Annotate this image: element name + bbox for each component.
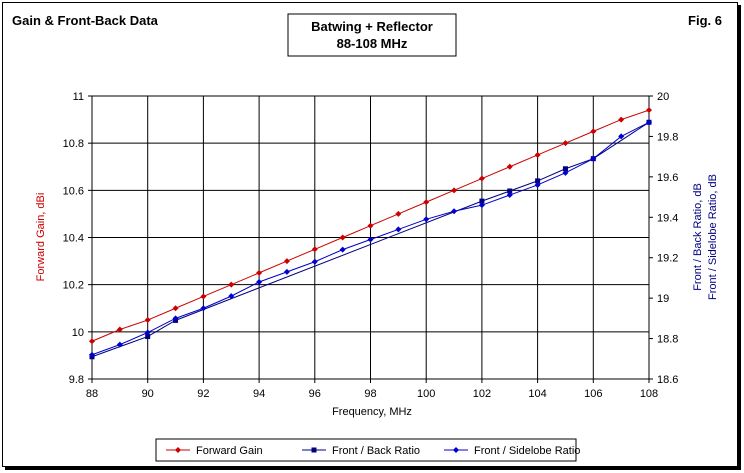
data-point-front-sidelobe-ratio bbox=[228, 293, 235, 300]
data-point-forward-gain bbox=[144, 317, 151, 324]
data-point-front-back-ratio bbox=[145, 334, 151, 340]
data-point-front-back-ratio bbox=[507, 188, 513, 194]
x-tick-label: 108 bbox=[640, 388, 658, 400]
data-point-front-sidelobe-ratio bbox=[144, 329, 151, 336]
y-right-tick-label: 20 bbox=[657, 91, 669, 103]
x-tick-label: 88 bbox=[86, 388, 98, 400]
chart-title-line-1: Batwing + Reflector bbox=[311, 19, 433, 34]
legend-label-forward-gain: Forward Gain bbox=[196, 445, 263, 457]
y-left-tick-label: 10.8 bbox=[63, 138, 84, 150]
x-tick-label: 98 bbox=[364, 388, 376, 400]
data-point-forward-gain bbox=[172, 305, 179, 312]
y-axis-left-label: Forward Gain, dBi bbox=[35, 193, 47, 282]
y-left-tick-label: 11 bbox=[73, 91, 84, 103]
data-point-front-sidelobe-ratio bbox=[339, 246, 346, 253]
data-point-front-sidelobe-ratio bbox=[116, 341, 123, 348]
data-point-front-sidelobe-ratio bbox=[590, 155, 597, 162]
data-point-front-sidelobe-ratio bbox=[256, 278, 263, 285]
x-tick-label: 96 bbox=[309, 388, 321, 400]
title-box bbox=[287, 13, 457, 57]
y-right-tick-label: 19.6 bbox=[657, 172, 678, 184]
data-point-forward-gain bbox=[339, 234, 346, 241]
y-right-tick-label: 19.2 bbox=[657, 253, 678, 265]
y-left-tick-label: 10.2 bbox=[63, 280, 84, 292]
data-point-forward-gain bbox=[478, 175, 485, 182]
x-tick-label: 92 bbox=[197, 388, 209, 400]
y-right-tick-label: 18.6 bbox=[657, 374, 678, 386]
y-left-tick-label: 10.6 bbox=[63, 185, 84, 197]
data-point-front-back-ratio bbox=[535, 178, 541, 184]
y-right-tick-label: 19 bbox=[657, 293, 669, 305]
data-point-forward-gain bbox=[562, 140, 569, 147]
y-left-tick-label: 10 bbox=[72, 327, 84, 339]
data-point-forward-gain bbox=[311, 246, 318, 253]
y-left-tick-label: 10.4 bbox=[63, 233, 84, 245]
y-right-tick-label: 18.8 bbox=[657, 334, 678, 346]
legend bbox=[155, 438, 577, 462]
legend-marker-forward-gain bbox=[175, 447, 181, 453]
y-left-tick-label: 9.8 bbox=[69, 374, 84, 386]
data-point-front-sidelobe-ratio bbox=[423, 216, 430, 223]
data-point-front-sidelobe-ratio bbox=[506, 192, 513, 199]
data-point-front-sidelobe-ratio bbox=[200, 305, 207, 312]
x-tick-label: 104 bbox=[528, 388, 546, 400]
data-point-forward-gain bbox=[367, 222, 374, 229]
header-right: Fig. 6 bbox=[688, 13, 722, 28]
data-point-forward-gain bbox=[256, 269, 263, 276]
y-right-tick-label: 19.4 bbox=[657, 212, 678, 224]
y-axis-right-label-1: Front / Back Ratio, dB bbox=[692, 183, 704, 291]
legend-marker-front-sidelobe-ratio bbox=[453, 447, 459, 453]
data-point-forward-gain bbox=[423, 199, 430, 206]
data-point-front-sidelobe-ratio bbox=[646, 119, 652, 126]
y-right-tick-label: 19.8 bbox=[657, 131, 678, 143]
legend-label-front-back-ratio: Front / Back Ratio bbox=[332, 445, 420, 457]
data-point-front-sidelobe-ratio bbox=[534, 181, 541, 188]
x-tick-label: 106 bbox=[584, 388, 602, 400]
data-point-forward-gain bbox=[534, 151, 541, 158]
data-point-forward-gain bbox=[89, 338, 95, 345]
x-tick-label: 90 bbox=[142, 388, 154, 400]
data-point-forward-gain bbox=[283, 258, 290, 265]
data-point-forward-gain bbox=[228, 281, 235, 288]
chart-title-line-2: 88-108 MHz bbox=[337, 36, 408, 51]
data-point-front-sidelobe-ratio bbox=[451, 208, 458, 215]
data-point-front-back-ratio bbox=[562, 166, 568, 172]
data-point-forward-gain bbox=[451, 187, 458, 194]
data-point-front-sidelobe-ratio bbox=[395, 226, 402, 233]
data-point-forward-gain bbox=[646, 107, 652, 114]
x-tick-label: 102 bbox=[473, 388, 491, 400]
data-point-front-sidelobe-ratio bbox=[562, 169, 569, 176]
data-point-forward-gain bbox=[506, 163, 513, 170]
data-point-forward-gain bbox=[618, 116, 625, 123]
data-point-front-sidelobe-ratio bbox=[283, 268, 290, 275]
x-tick-label: 94 bbox=[253, 388, 265, 400]
data-point-front-back-ratio bbox=[479, 198, 485, 204]
data-point-forward-gain bbox=[200, 293, 207, 300]
plot-area: 88 90 92 94 96 98 100 102 104 106 108 9.8 10 10.2 10.4… bbox=[63, 91, 679, 400]
data-point-front-sidelobe-ratio bbox=[172, 315, 179, 322]
x-tick-label: 100 bbox=[417, 388, 435, 400]
data-point-front-sidelobe-ratio bbox=[367, 236, 374, 243]
y-axis-right-label-2: Front / Sidelobe Ratio, dB bbox=[707, 174, 719, 300]
data-point-forward-gain bbox=[590, 128, 597, 135]
legend-label-front-sidelobe-ratio: Front / Sidelobe Ratio bbox=[474, 445, 580, 457]
legend-marker-front-back-ratio bbox=[311, 447, 317, 453]
data-point-forward-gain bbox=[116, 326, 123, 333]
data-point-front-sidelobe-ratio bbox=[311, 258, 318, 265]
data-point-front-sidelobe-ratio bbox=[89, 351, 95, 358]
x-axis-label: Frequency, MHz bbox=[332, 406, 412, 418]
data-point-front-sidelobe-ratio bbox=[618, 133, 625, 140]
data-point-front-sidelobe-ratio bbox=[478, 202, 485, 209]
header-left: Gain & Front-Back Data bbox=[12, 13, 159, 28]
data-point-forward-gain bbox=[395, 210, 402, 217]
